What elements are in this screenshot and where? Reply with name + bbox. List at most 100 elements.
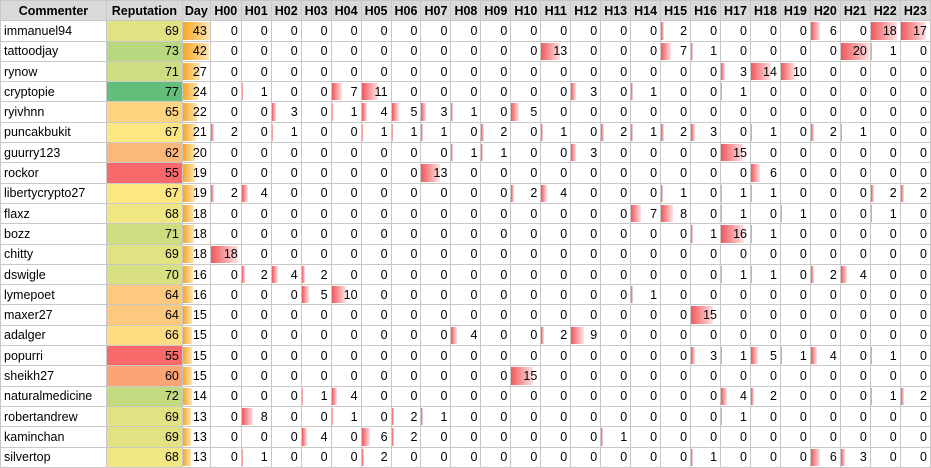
hour-count-cell: 0	[899, 365, 931, 387]
data-bar	[691, 225, 693, 243]
cell-value: 0	[769, 206, 777, 221]
cell-value: 42	[192, 44, 207, 59]
hour-count-cell: 0	[209, 385, 242, 407]
cell-value: 0	[380, 226, 388, 241]
hour-count-cell: 0	[420, 426, 452, 448]
hour-count-cell: 0	[779, 284, 811, 306]
hour-count-cell: 0	[390, 446, 422, 468]
hour-count-cell: 0	[600, 446, 632, 468]
day-count-cell: 22	[181, 101, 211, 123]
commenter-name: immanuel94	[0, 20, 107, 42]
cell-value: 0	[350, 23, 358, 38]
hour-count-cell: 0	[630, 365, 662, 387]
cell-value: 0	[230, 328, 238, 343]
hour-count-cell: 0	[360, 162, 392, 184]
hour-count-cell: 4	[240, 182, 272, 204]
data-bar	[721, 184, 723, 202]
cell-value: 0	[380, 308, 388, 323]
cell-value: 0	[440, 64, 448, 79]
data-bar	[302, 286, 309, 304]
data-bar	[751, 225, 753, 243]
commenter-name: silvertop	[0, 446, 107, 468]
cell-value: 0	[650, 186, 658, 201]
cell-value: 0	[530, 287, 538, 302]
hour-count-cell: 15	[690, 304, 722, 326]
hour-count-cell: 0	[209, 40, 242, 62]
cell-value: 0	[920, 450, 927, 465]
cell-value: 0	[500, 186, 508, 201]
cell-value: 0	[829, 368, 837, 383]
hour-count-cell: 0	[510, 223, 542, 245]
cell-value: 0	[829, 186, 837, 201]
cell-value: 15	[523, 368, 538, 383]
hour-count-cell: 0	[390, 385, 422, 407]
cell-value: 0	[680, 450, 688, 465]
cell-value: 2	[620, 125, 628, 140]
hour-count-cell: 1	[240, 446, 272, 468]
cell-value: 0	[740, 44, 747, 59]
data-bar	[871, 22, 897, 40]
hour-count-cell: 0	[330, 263, 362, 286]
cell-value: 0	[380, 247, 388, 262]
cell-value: 0	[740, 125, 747, 140]
cell-value: 0	[530, 389, 538, 404]
data-bar	[183, 22, 210, 40]
hour-count-cell: 0	[480, 446, 512, 468]
hour-count-cell: 0	[869, 263, 901, 286]
hour-count-cell: 0	[240, 40, 272, 62]
hour-count-cell: 0	[869, 304, 901, 326]
hour-count-cell: 0	[240, 426, 272, 448]
hour-count-cell: 0	[330, 182, 362, 204]
cell-value: 0	[410, 328, 418, 343]
hour-count-cell: 0	[720, 304, 751, 326]
hour-count-cell: 13	[420, 162, 452, 184]
cell-value: 0	[829, 226, 837, 241]
data-bar	[571, 144, 576, 162]
data-bar	[183, 367, 193, 385]
cell-value: 0	[769, 409, 777, 424]
hour-count-cell: 0	[809, 284, 841, 306]
cell-value: 0	[290, 409, 298, 424]
cell-value: 0	[859, 105, 867, 120]
cell-value: 0	[590, 186, 598, 201]
hour-count-cell: 0	[480, 284, 512, 306]
data-bar	[661, 42, 672, 60]
cell-value: 0	[710, 389, 718, 404]
hour-count-cell: 0	[899, 101, 931, 123]
hour-count-cell: 0	[779, 40, 811, 62]
cell-value: 0	[799, 105, 807, 120]
cell-value: 1	[650, 84, 658, 99]
cell-value: 0	[590, 44, 598, 59]
hour-count-cell: 0	[209, 365, 242, 387]
data-bar	[421, 103, 426, 121]
table-row: maxer27 64 15 0 0 0 0 0 0 0 0 0 0 0 0 0 0 0 0 15 0 0 0 0 0 0 0	[0, 304, 931, 326]
cell-value: 0	[320, 64, 328, 79]
hour-count-cell: 0	[869, 365, 901, 387]
data-bar	[721, 83, 723, 101]
cell-value: 0	[230, 267, 238, 282]
hour-count-cell: 3	[839, 446, 871, 468]
cell-value: 1	[769, 125, 777, 140]
hour-count-cell: 0	[209, 142, 242, 164]
day-count-cell: 15	[181, 304, 211, 326]
commenter-name: maxer27	[0, 304, 107, 326]
data-bar	[571, 326, 585, 345]
cell-value: 0	[440, 23, 448, 38]
data-bar	[661, 22, 664, 40]
hour-count-cell: 0	[600, 101, 632, 123]
cell-value: 0	[440, 429, 448, 444]
hour-count-cell: 1	[240, 81, 272, 103]
hour-count-cell: 2	[809, 121, 841, 144]
hour-count-cell: 0	[300, 162, 332, 184]
hour-count-cell: 0	[360, 243, 392, 265]
day-count-cell: 18	[181, 223, 211, 245]
cell-value: 2	[320, 267, 328, 282]
data-bar	[242, 448, 244, 466]
cell-value: 0	[620, 105, 628, 120]
hour-count-cell: 0	[809, 60, 841, 83]
cell-value: 0	[500, 105, 508, 120]
hour-count-cell: 0	[209, 101, 242, 123]
hour-count-cell: 0	[570, 243, 602, 265]
hour-count-cell: 0	[839, 365, 871, 387]
